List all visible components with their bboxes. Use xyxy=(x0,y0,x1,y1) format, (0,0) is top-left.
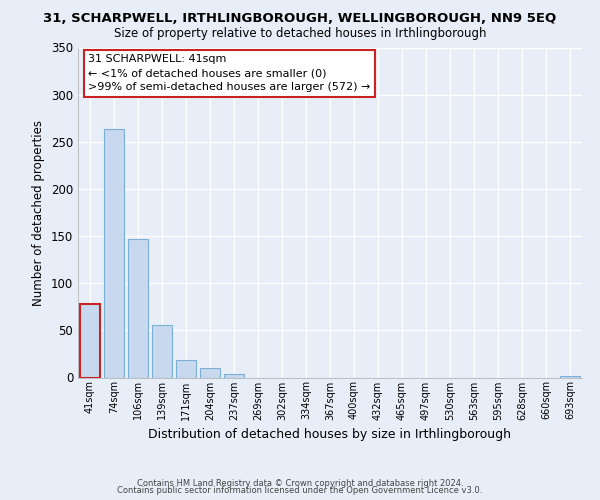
Text: Contains public sector information licensed under the Open Government Licence v3: Contains public sector information licen… xyxy=(118,486,482,495)
Bar xyxy=(104,128,124,378)
Text: 31 SCHARPWELL: 41sqm
← <1% of detached houses are smaller (0)
>99% of semi-detac: 31 SCHARPWELL: 41sqm ← <1% of detached h… xyxy=(88,54,370,92)
Text: 31, SCHARPWELL, IRTHLINGBOROUGH, WELLINGBOROUGH, NN9 5EQ: 31, SCHARPWELL, IRTHLINGBOROUGH, WELLING… xyxy=(43,12,557,26)
Bar xyxy=(152,324,172,378)
Bar xyxy=(176,360,196,378)
Text: Size of property relative to detached houses in Irthlingborough: Size of property relative to detached ho… xyxy=(114,28,486,40)
X-axis label: Distribution of detached houses by size in Irthlingborough: Distribution of detached houses by size … xyxy=(149,428,511,441)
Bar xyxy=(80,304,100,378)
Bar xyxy=(560,376,580,378)
Text: Contains HM Land Registry data © Crown copyright and database right 2024.: Contains HM Land Registry data © Crown c… xyxy=(137,478,463,488)
Bar xyxy=(128,239,148,378)
Bar xyxy=(200,368,220,378)
Bar xyxy=(224,374,244,378)
Y-axis label: Number of detached properties: Number of detached properties xyxy=(32,120,46,306)
